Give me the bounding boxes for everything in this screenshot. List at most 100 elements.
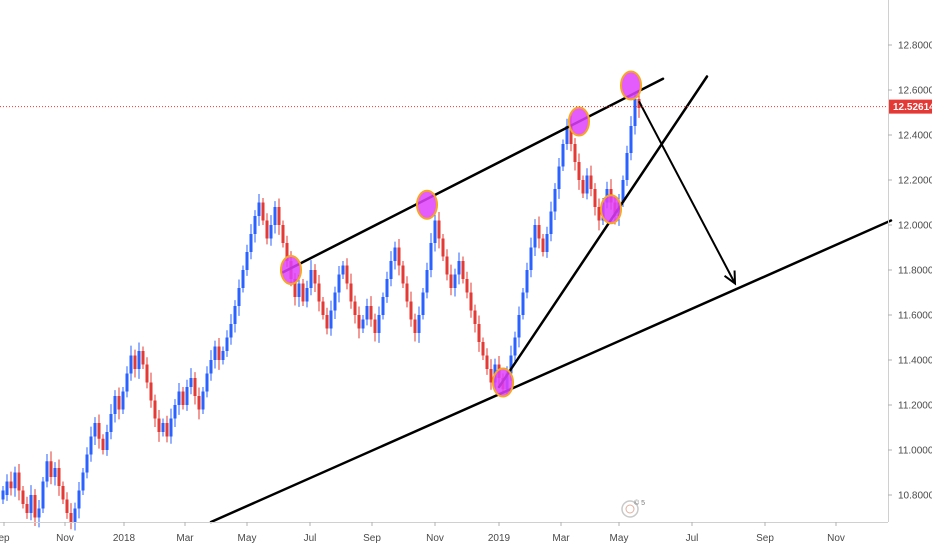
candle-body — [217, 346, 221, 360]
price-tick-label: 12.80000 — [898, 41, 932, 52]
price-tick-label: 12.40000 — [898, 131, 932, 142]
candle-body — [329, 310, 333, 329]
price-tick-label: 11.20000 — [898, 401, 932, 412]
trendline[interactable] — [209, 219, 893, 524]
candle-body — [281, 225, 285, 243]
candle-body — [229, 324, 233, 338]
price-tick-label: 11.80000 — [898, 266, 932, 277]
candle-body — [569, 126, 573, 144]
candle-body — [269, 225, 273, 239]
candle-body — [417, 315, 421, 333]
candle-body — [69, 513, 73, 522]
candle-body — [53, 468, 57, 477]
plot-area[interactable] — [0, 70, 893, 531]
candle-body — [81, 472, 85, 491]
time-tick-label: Mar — [176, 533, 194, 544]
candle-body — [29, 495, 33, 513]
candle-body — [297, 283, 301, 297]
candle-body — [209, 360, 213, 374]
trendline[interactable] — [497, 75, 709, 389]
candle-body — [249, 234, 253, 252]
time-tick-label: ep — [0, 533, 10, 544]
price-axis[interactable]: 12.80000 12.60000 12.40000 12.20000 12.00000… — [888, 0, 932, 522]
price-axis-ticks: 12.80000 12.60000 12.40000 12.20000 12.00000… — [888, 41, 932, 502]
candle-body — [153, 400, 157, 419]
candle-body — [473, 310, 477, 324]
candle-body — [77, 490, 81, 509]
candle-body — [189, 378, 193, 387]
time-tick-label: Mar — [552, 533, 570, 544]
time-tick-label: May — [610, 533, 629, 544]
candle-body — [237, 288, 241, 306]
candle-body — [89, 436, 93, 455]
candle-body — [589, 175, 593, 189]
highlight-marker[interactable] — [620, 70, 642, 101]
candle-body — [537, 225, 541, 239]
candle-body — [25, 504, 29, 513]
last-price-badge — [889, 99, 932, 114]
candle-body — [13, 472, 17, 489]
forecast-arrow-shaft[interactable] — [638, 100, 736, 284]
candle-body — [593, 189, 597, 207]
highlight-marker[interactable] — [416, 189, 438, 220]
candle-body — [629, 126, 633, 153]
candle-body — [185, 387, 189, 405]
candle-body — [373, 319, 377, 333]
candle-body — [381, 297, 385, 315]
candle-body — [277, 207, 281, 225]
candle-body — [345, 265, 349, 284]
candle-body — [469, 292, 473, 311]
highlight-marker[interactable] — [280, 255, 302, 285]
candle-body — [597, 207, 601, 221]
candle-body — [313, 270, 317, 284]
candle-body — [541, 238, 545, 252]
candle-body — [481, 342, 485, 356]
candle-body — [513, 337, 517, 356]
candle-body — [117, 396, 121, 410]
candle-body — [357, 315, 361, 329]
price-tick-label: 10.80000 — [898, 491, 932, 502]
candle-body — [409, 301, 413, 320]
time-tick-label: Nov — [426, 533, 444, 544]
candle-body — [37, 508, 41, 518]
candle-body — [445, 256, 449, 275]
candle-body — [557, 166, 561, 189]
candle-body — [181, 391, 185, 405]
candle-body — [145, 364, 149, 383]
candle-body — [157, 418, 161, 432]
candle-body — [161, 423, 165, 432]
candle-body — [133, 355, 137, 369]
highlight-marker[interactable] — [492, 367, 514, 398]
candle-body — [113, 396, 117, 414]
time-tick-label: Sep — [363, 533, 381, 544]
trendline[interactable] — [281, 77, 665, 274]
candle-body — [577, 162, 581, 180]
candle-body — [561, 144, 565, 167]
time-axis[interactable]: ep Nov 2018 Mar May Jul Sep Nov 2019 Mar May Jul Sep… — [0, 522, 888, 544]
candle-body — [61, 486, 65, 500]
candle-body — [421, 292, 425, 315]
price-tick-label: 11.00000 — [898, 446, 932, 457]
candle-body — [101, 438, 105, 450]
candle-body — [585, 175, 589, 194]
candle-body — [565, 126, 569, 144]
candle-body — [509, 355, 513, 374]
candle-body — [573, 144, 577, 162]
candle-body — [57, 468, 61, 486]
candle-body — [405, 283, 409, 302]
highlight-marker[interactable] — [600, 194, 622, 225]
candle-body — [533, 225, 537, 248]
candle-body — [245, 252, 249, 270]
candle-body — [401, 265, 405, 284]
candle-body — [429, 243, 433, 270]
candle-body — [285, 243, 289, 261]
time-tick-label: Jul — [686, 533, 699, 544]
candle-body — [225, 337, 229, 351]
highlight-marker[interactable] — [568, 106, 590, 137]
trendlines-group — [209, 75, 893, 524]
forecast-arrow-head-icon — [723, 270, 737, 286]
highlights-group — [280, 70, 642, 398]
candle-body — [305, 288, 309, 302]
candle-body — [257, 202, 261, 216]
